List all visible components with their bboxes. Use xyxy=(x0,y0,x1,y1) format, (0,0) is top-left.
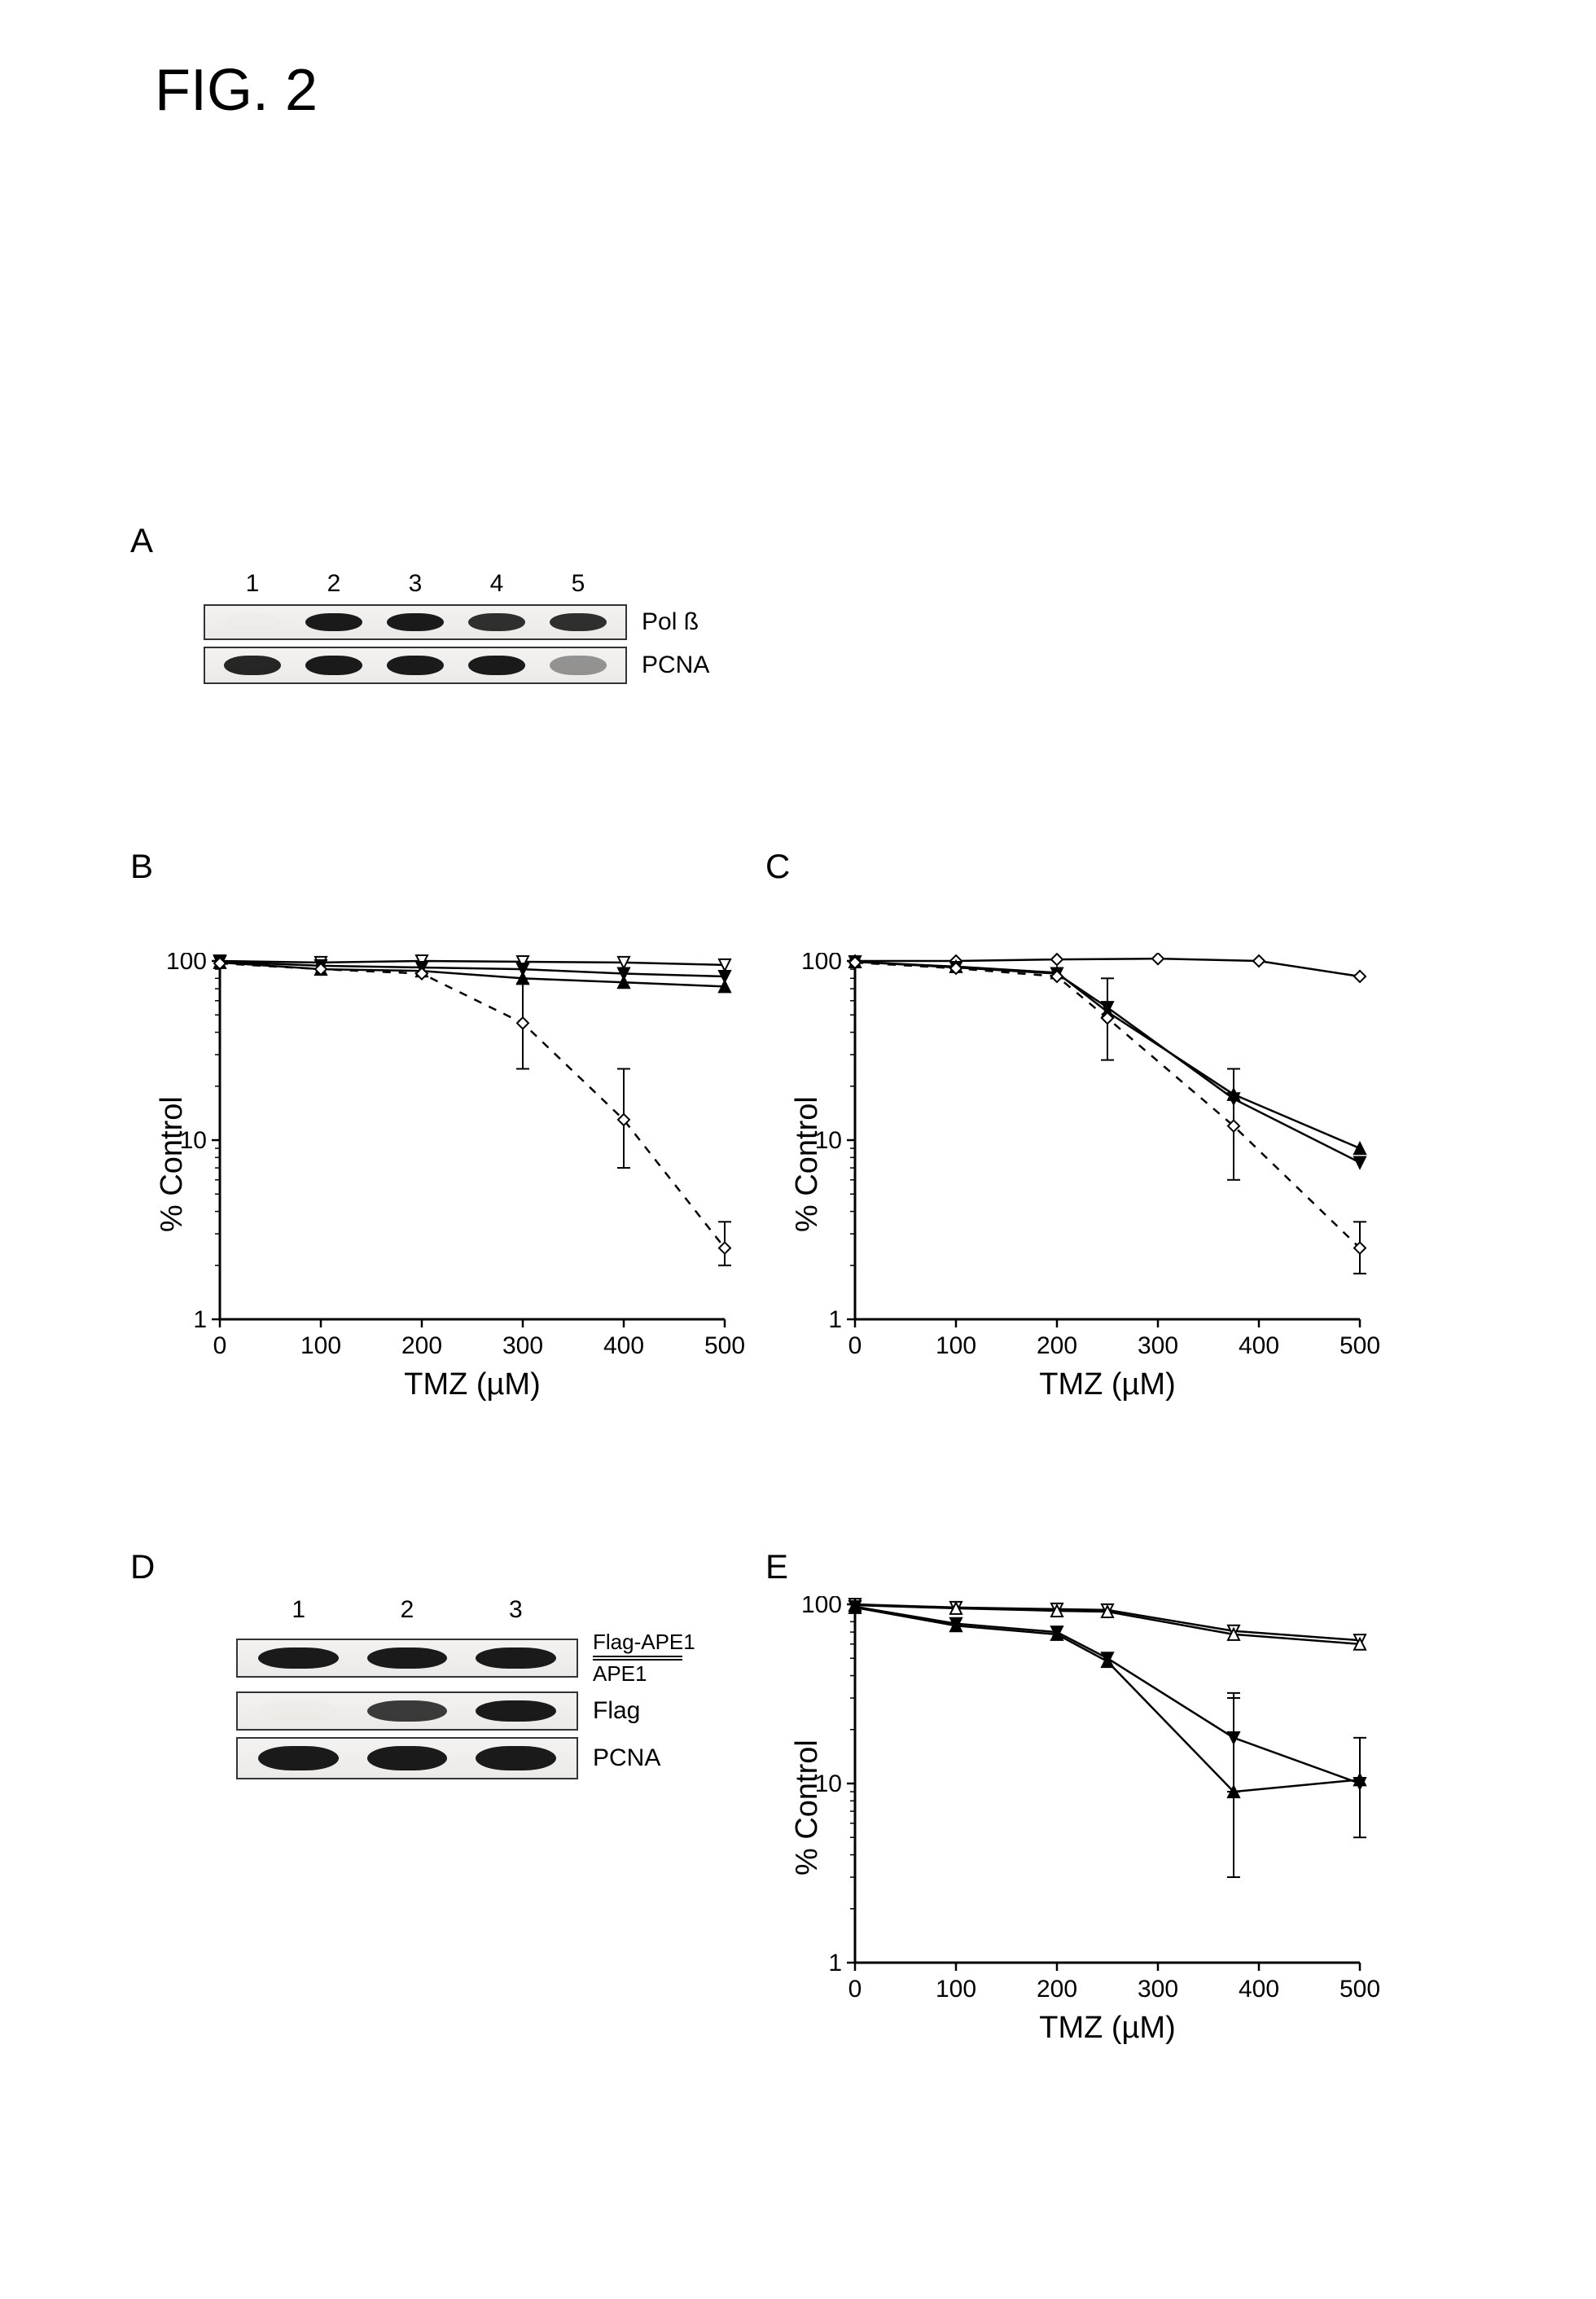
svg-text:500: 500 xyxy=(1340,1332,1380,1359)
lane-number: 3 xyxy=(467,1596,564,1624)
svg-text:200: 200 xyxy=(401,1332,442,1359)
svg-text:200: 200 xyxy=(1037,1332,1077,1359)
svg-text:500: 500 xyxy=(704,1332,745,1359)
blot-row-label: PCNA xyxy=(642,652,709,679)
figure-title: FIG. 2 xyxy=(155,57,318,124)
panel-label-c: C xyxy=(765,847,790,886)
svg-text:100: 100 xyxy=(166,953,207,975)
lane-number: 2 xyxy=(299,570,369,598)
svg-text:1: 1 xyxy=(828,1306,842,1333)
blot-band xyxy=(550,613,607,631)
svg-text:300: 300 xyxy=(1138,1976,1178,2003)
blot-band xyxy=(476,1700,555,1722)
blot-band xyxy=(258,1647,338,1669)
svg-text:10: 10 xyxy=(180,1127,207,1154)
svg-text:10: 10 xyxy=(815,1770,842,1797)
lane-number: 2 xyxy=(358,1596,456,1624)
blot-band xyxy=(367,1746,447,1770)
svg-text:400: 400 xyxy=(1239,1976,1279,2003)
svg-text:1: 1 xyxy=(193,1306,207,1333)
blot-band xyxy=(468,656,526,675)
panel-label-d: D xyxy=(130,1547,155,1586)
lane-number: 1 xyxy=(250,1596,348,1624)
svg-text:200: 200 xyxy=(1037,1976,1077,2003)
svg-text:400: 400 xyxy=(1239,1332,1279,1359)
chart-e: % Control1101000100200300400500TMZ (µM) xyxy=(782,1596,1384,2060)
blot-band xyxy=(476,1746,555,1770)
x-axis-label: TMZ (µM) xyxy=(1039,1367,1176,1402)
svg-text:500: 500 xyxy=(1340,1976,1380,2003)
series-s4 xyxy=(214,958,731,1266)
series-s4 xyxy=(849,1602,1366,1877)
svg-text:100: 100 xyxy=(936,1976,976,2003)
blot-band xyxy=(224,656,282,675)
blot-band xyxy=(224,613,282,631)
series-s2 xyxy=(214,956,730,982)
svg-text:100: 100 xyxy=(300,1332,341,1359)
blot-band xyxy=(367,1647,447,1669)
blot-band xyxy=(387,656,445,675)
svg-text:100: 100 xyxy=(801,1596,842,1618)
svg-text:300: 300 xyxy=(1138,1332,1178,1359)
svg-text:0: 0 xyxy=(848,1332,862,1359)
lane-number: 3 xyxy=(380,570,450,598)
blot-band xyxy=(258,1700,338,1722)
lane-number: 4 xyxy=(462,570,532,598)
blot-band xyxy=(305,613,363,631)
lane-number: 1 xyxy=(217,570,287,598)
x-axis-label: TMZ (µM) xyxy=(404,1367,541,1402)
series-s3 xyxy=(849,1601,1366,1837)
svg-text:10: 10 xyxy=(815,1127,842,1154)
chart-svg: 1 10 100 0 100 200 300 400 500 TMZ (µM) xyxy=(782,1596,1384,2060)
blot-row-label: Flag xyxy=(593,1697,640,1725)
chart-c: % Control1101000100200300400500TMZ (µM) xyxy=(782,953,1384,1417)
blot-band xyxy=(550,656,607,675)
blot-panel-a: 12345 Pol ß PCNA xyxy=(204,570,709,684)
chart-svg: 1 10 100 0 100 200 300 400 500 TMZ (µM) xyxy=(782,953,1384,1417)
x-axis-label: TMZ (µM) xyxy=(1039,2011,1176,2045)
blot-row-label: Flag-APE1 xyxy=(593,1630,695,1654)
blot-row-label: Pol ß xyxy=(642,608,699,636)
panel-label-a: A xyxy=(130,521,153,560)
blot-band xyxy=(476,1647,555,1669)
svg-text:300: 300 xyxy=(502,1332,543,1359)
blot-panel-d: 123 Flag-APE1 APE1 Flag PCNA xyxy=(236,1596,695,1779)
lane-number: 5 xyxy=(543,570,613,598)
series-s4 xyxy=(849,957,1366,1274)
svg-text:1: 1 xyxy=(828,1950,842,1977)
svg-text:0: 0 xyxy=(848,1976,862,2003)
blot-band xyxy=(367,1700,447,1722)
blot-row-label: APE1 xyxy=(593,1662,695,1686)
blot-band xyxy=(468,613,526,631)
panel-label-e: E xyxy=(765,1547,788,1586)
blot-band xyxy=(305,656,363,675)
chart-svg: 1 10 100 0 100 200 300 400 500 TMZ (µM) xyxy=(147,953,749,1417)
svg-text:100: 100 xyxy=(801,953,842,975)
svg-text:100: 100 xyxy=(936,1332,976,1359)
svg-text:0: 0 xyxy=(213,1332,227,1359)
blot-row-label: PCNA xyxy=(593,1744,660,1772)
blot-band xyxy=(387,613,445,631)
series-s2 xyxy=(849,1599,1366,1650)
panel-label-b: B xyxy=(130,847,153,886)
blot-band xyxy=(258,1746,338,1770)
chart-b: % Control1101000100200300400500TMZ (µM) xyxy=(147,953,749,1417)
svg-text:400: 400 xyxy=(603,1332,644,1359)
